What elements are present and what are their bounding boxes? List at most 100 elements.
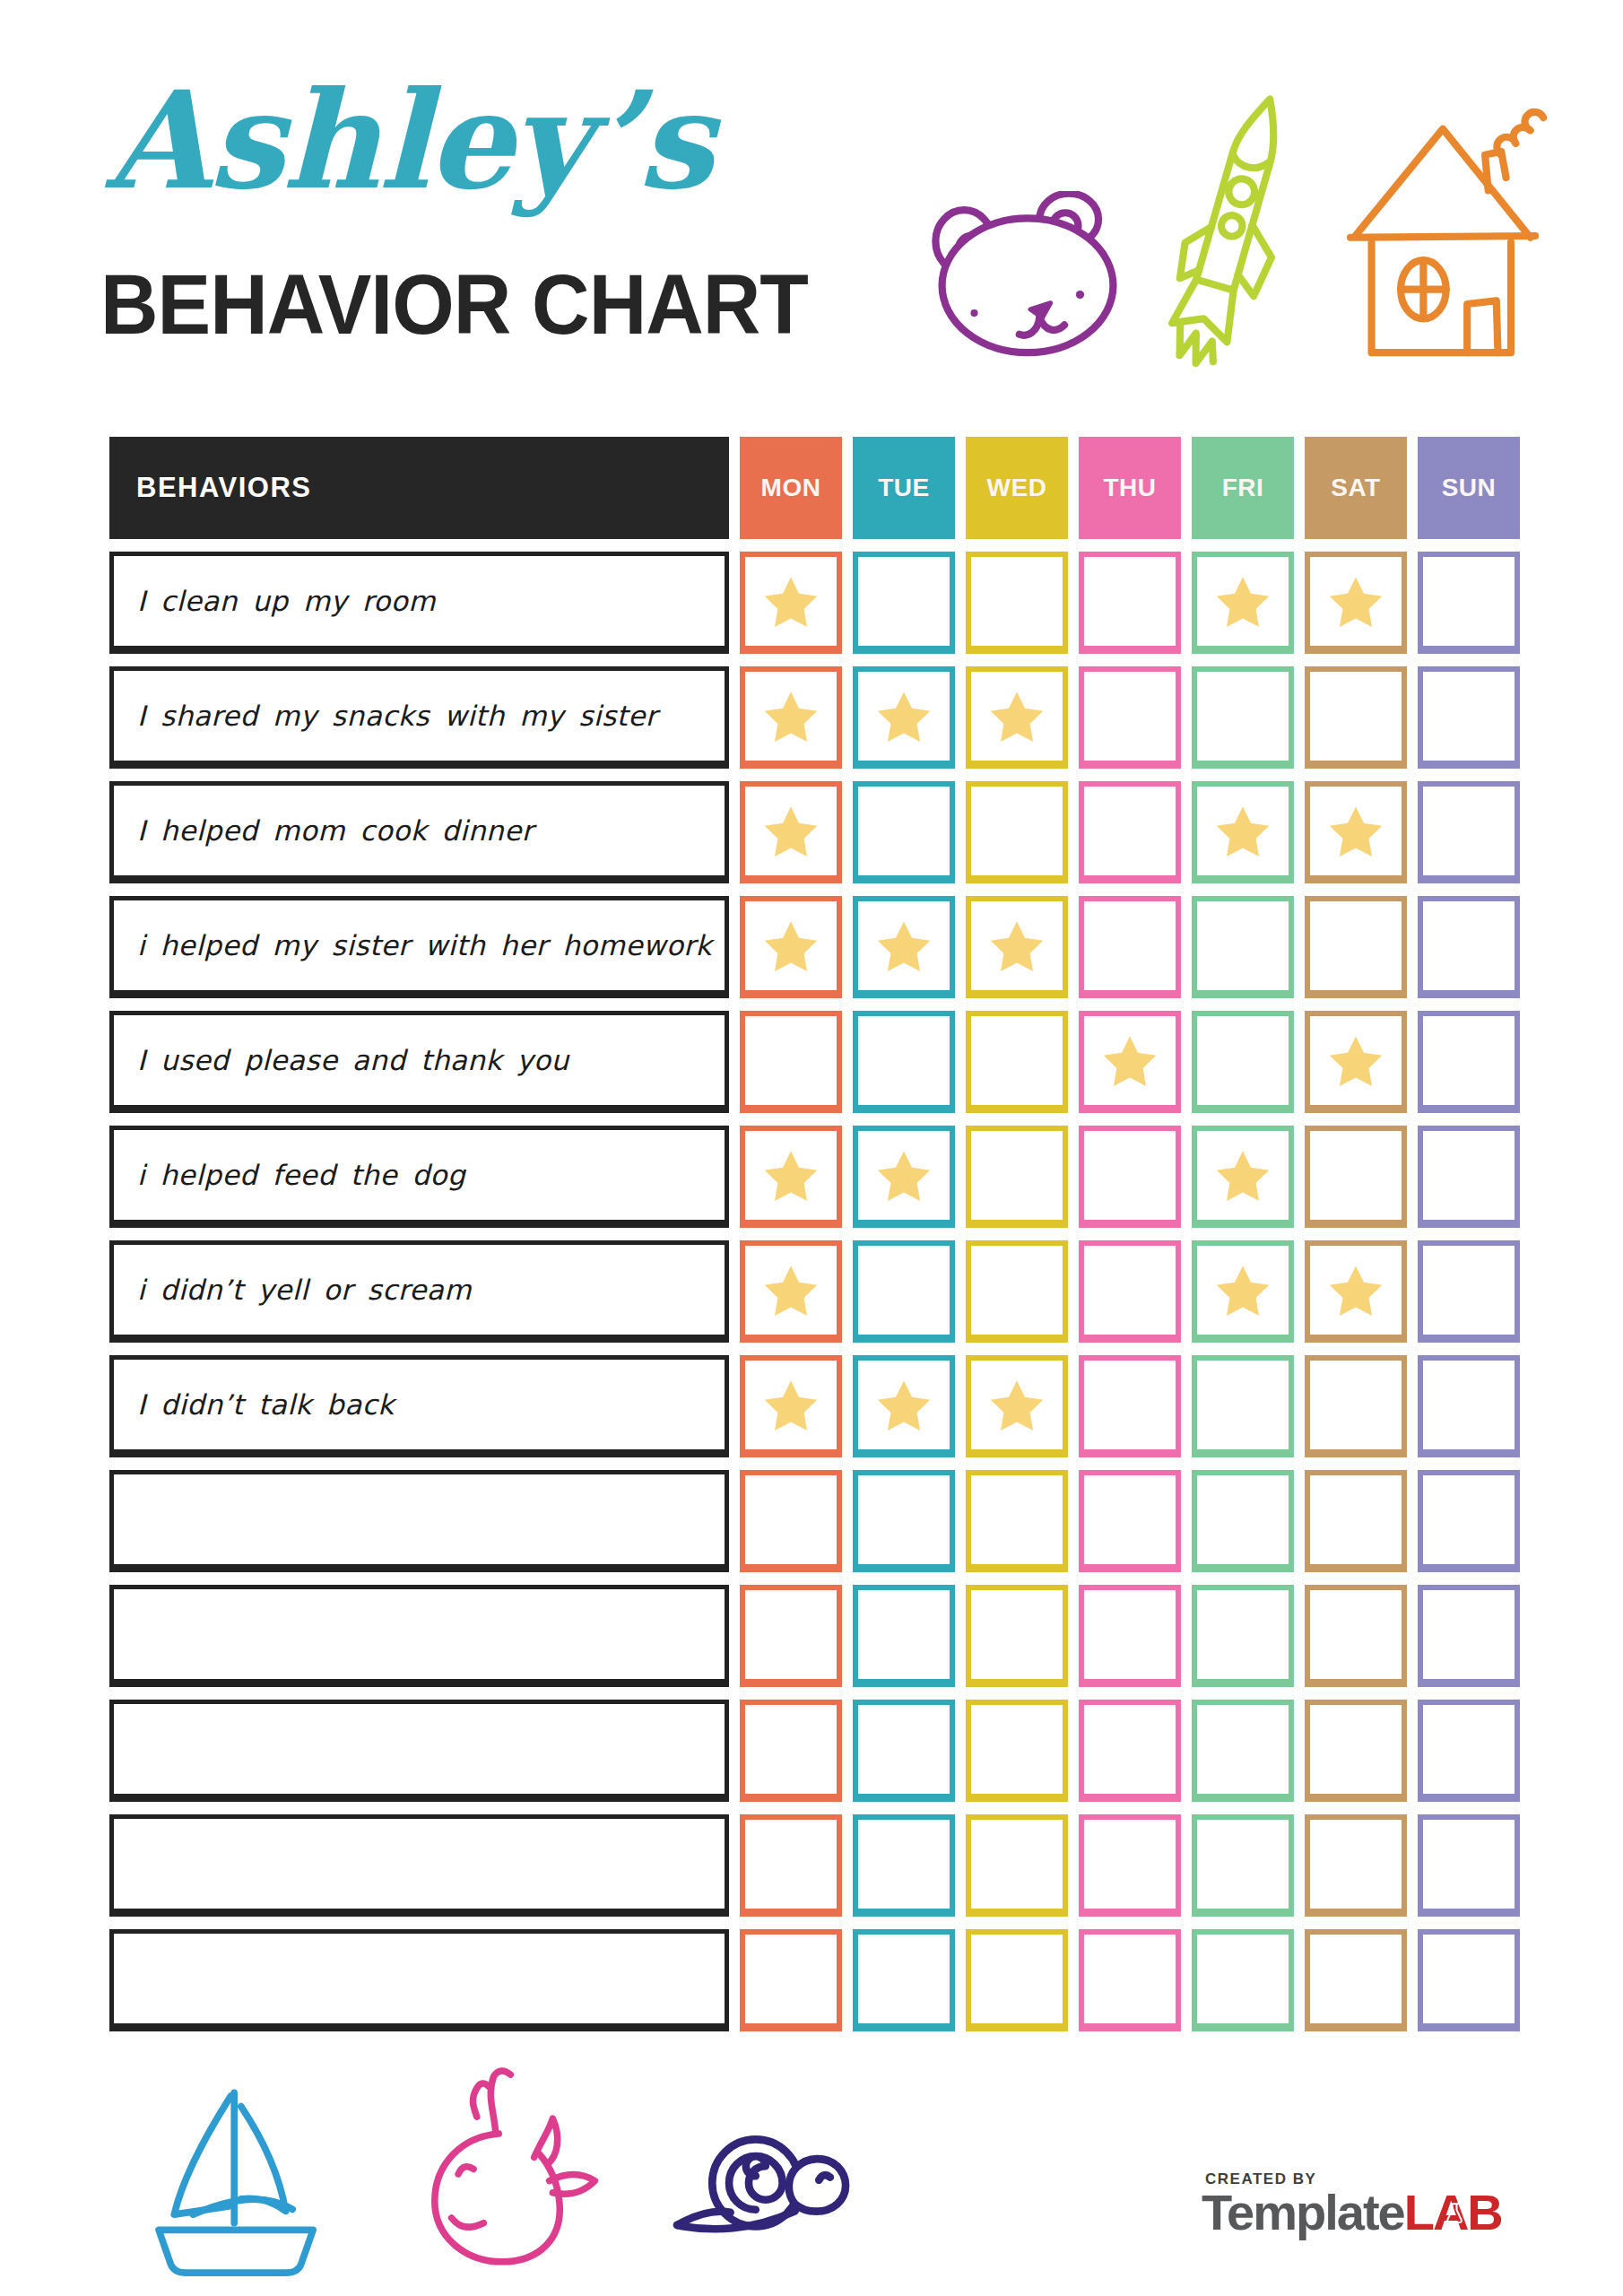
star-icon <box>1214 1262 1271 1319</box>
cell-row8-thu <box>1079 1355 1181 1457</box>
star-icon <box>1327 1262 1384 1319</box>
cell-row13-fri <box>1192 1929 1294 2031</box>
behavior-text: i helped feed the dog <box>137 1159 465 1191</box>
star-icon <box>1327 1032 1384 1090</box>
cell-row9-wed <box>966 1470 1068 1572</box>
cell-row8-mon <box>740 1355 842 1457</box>
cell-row3-thu <box>1079 781 1181 883</box>
cell-row10-thu <box>1079 1585 1181 1687</box>
star-icon <box>762 688 820 745</box>
cell-row1-wed <box>966 552 1068 654</box>
cell-row8-fri <box>1192 1355 1294 1457</box>
cell-row2-wed <box>966 666 1068 769</box>
cell-row6-tue <box>853 1126 955 1228</box>
behavior-row-10-label <box>109 1585 729 1687</box>
behavior-text: I shared my snacks with my sister <box>137 700 657 732</box>
star-icon <box>1101 1032 1159 1090</box>
cell-row3-mon <box>740 781 842 883</box>
behavior-row-12-label <box>109 1814 729 1917</box>
cell-row10-sat <box>1305 1585 1407 1687</box>
cell-row1-thu <box>1079 552 1181 654</box>
cell-row13-sat <box>1305 1929 1407 2031</box>
cell-row13-sun <box>1418 1929 1520 2031</box>
cell-row2-thu <box>1079 666 1181 769</box>
cell-row5-sat <box>1305 1011 1407 1113</box>
day-header-mon: MON <box>740 437 842 539</box>
day-header-wed: WED <box>966 437 1068 539</box>
cell-row12-mon <box>740 1814 842 1917</box>
cell-row11-sun <box>1418 1700 1520 1802</box>
cell-row10-mon <box>740 1585 842 1687</box>
cell-row4-sun <box>1418 896 1520 998</box>
house-doodle-icon <box>1342 106 1553 366</box>
star-icon <box>762 1377 820 1434</box>
cell-row6-fri <box>1192 1126 1294 1228</box>
cell-row8-sat <box>1305 1355 1407 1457</box>
cell-row6-wed <box>966 1126 1068 1228</box>
cell-row11-thu <box>1079 1700 1181 1802</box>
whale-doodle-icon <box>399 2063 619 2274</box>
rocket-doodle-icon <box>1150 83 1311 392</box>
star-icon <box>988 918 1046 975</box>
cell-row8-tue <box>853 1355 955 1457</box>
cell-row9-mon <box>740 1470 842 1572</box>
cell-row11-fri <box>1192 1700 1294 1802</box>
cell-row6-sun <box>1418 1126 1520 1228</box>
behavior-text: i didn’t yell or scream <box>137 1274 472 1306</box>
cell-row6-thu <box>1079 1126 1181 1228</box>
cell-row11-tue <box>853 1700 955 1802</box>
cell-row1-tue <box>853 552 955 654</box>
cell-row9-tue <box>853 1470 955 1572</box>
cell-row12-sat <box>1305 1814 1407 1917</box>
star-icon <box>1214 573 1271 631</box>
behavior-row-6-label: i helped feed the dog <box>109 1126 729 1228</box>
cell-row10-wed <box>966 1585 1068 1687</box>
cell-row2-sat <box>1305 666 1407 769</box>
brand-wordmark: TemplateLAB <box>1202 2187 1502 2238</box>
cell-row4-tue <box>853 896 955 998</box>
behavior-row-3-label: I helped mom cook dinner <box>109 781 729 883</box>
brand-lab-text: LAB <box>1404 2187 1502 2238</box>
cell-row1-sat <box>1305 552 1407 654</box>
behaviors-header: BEHAVIORS <box>109 437 729 539</box>
behavior-row-4-label: i helped my sister with her homework <box>109 896 729 998</box>
behavior-row-2-label: I shared my snacks with my sister <box>109 666 729 769</box>
star-icon <box>1214 1147 1271 1205</box>
brand-logo: CREATED BY TemplateLAB <box>1202 2171 1502 2238</box>
star-icon <box>988 688 1046 745</box>
cell-row4-fri <box>1192 896 1294 998</box>
star-icon <box>762 1262 820 1319</box>
cell-row3-tue <box>853 781 955 883</box>
cell-row6-mon <box>740 1126 842 1228</box>
cell-row7-tue <box>853 1240 955 1343</box>
cell-row9-fri <box>1192 1470 1294 1572</box>
behavior-table: BEHAVIORSMONTUEWEDTHUFRISATSUNI clean up… <box>109 437 1520 2031</box>
behavior-text: I used please and thank you <box>137 1044 569 1076</box>
star-icon <box>875 1147 933 1205</box>
star-icon <box>875 688 933 745</box>
cell-row12-wed <box>966 1814 1068 1917</box>
cell-row4-mon <box>740 896 842 998</box>
cell-row5-fri <box>1192 1011 1294 1113</box>
behavior-text: I helped mom cook dinner <box>137 814 534 847</box>
star-icon <box>762 918 820 975</box>
cell-row13-wed <box>966 1929 1068 2031</box>
cell-row2-fri <box>1192 666 1294 769</box>
cell-row10-fri <box>1192 1585 1294 1687</box>
cell-row10-sun <box>1418 1585 1520 1687</box>
cell-row3-sat <box>1305 781 1407 883</box>
brand-template-text: Template <box>1202 2184 1404 2240</box>
cell-row3-wed <box>966 781 1068 883</box>
cell-row5-mon <box>740 1011 842 1113</box>
cell-row12-fri <box>1192 1814 1294 1917</box>
cell-row7-sat <box>1305 1240 1407 1343</box>
flask-icon <box>1445 2201 1463 2226</box>
star-icon <box>875 918 933 975</box>
cell-row5-wed <box>966 1011 1068 1113</box>
child-name-title: Ashley’s <box>106 43 712 239</box>
cell-row10-tue <box>853 1585 955 1687</box>
cell-row6-sat <box>1305 1126 1407 1228</box>
cell-row11-wed <box>966 1700 1068 1802</box>
cell-row13-thu <box>1079 1929 1181 2031</box>
cell-row12-sun <box>1418 1814 1520 1917</box>
